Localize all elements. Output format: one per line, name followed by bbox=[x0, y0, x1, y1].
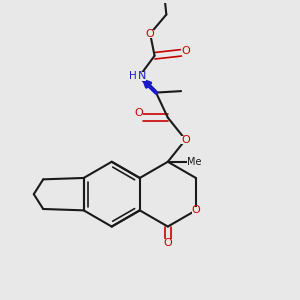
FancyBboxPatch shape bbox=[182, 136, 190, 143]
FancyBboxPatch shape bbox=[181, 47, 190, 56]
Text: N: N bbox=[138, 71, 146, 81]
Text: O: O bbox=[134, 108, 143, 118]
FancyBboxPatch shape bbox=[146, 30, 154, 38]
FancyBboxPatch shape bbox=[192, 206, 200, 214]
Text: O: O bbox=[181, 46, 190, 56]
Text: O: O bbox=[191, 206, 200, 215]
FancyBboxPatch shape bbox=[134, 109, 143, 117]
Text: O: O bbox=[164, 238, 172, 248]
FancyBboxPatch shape bbox=[187, 158, 202, 166]
FancyBboxPatch shape bbox=[130, 72, 146, 81]
Text: H: H bbox=[130, 71, 137, 81]
Text: Me: Me bbox=[187, 157, 202, 167]
Text: O: O bbox=[146, 29, 154, 39]
FancyBboxPatch shape bbox=[164, 238, 172, 247]
Text: O: O bbox=[181, 135, 190, 145]
